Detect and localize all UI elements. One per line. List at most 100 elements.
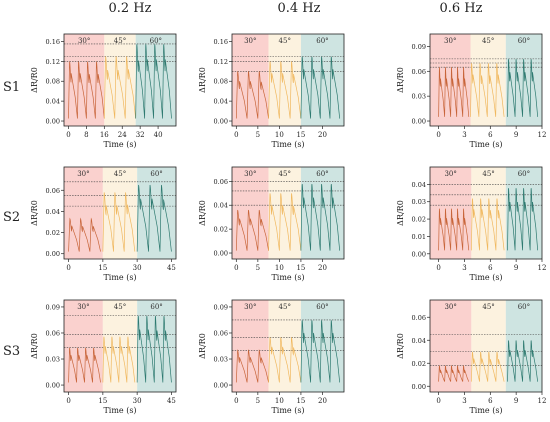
region-label: 60° (518, 37, 530, 45)
region-label: 45° (114, 303, 126, 311)
region-band (137, 167, 176, 259)
region-band (268, 167, 301, 259)
series-line (235, 71, 269, 119)
y-tick-label: 0.00 (412, 118, 426, 126)
region-label: 45° (279, 170, 291, 178)
y-tick-label: 0.04 (46, 98, 60, 106)
y-tick-label: 0.12 (46, 58, 60, 66)
y-axis-label: ΔR/R0 (396, 67, 405, 93)
region-band (268, 300, 301, 392)
region-label: 30° (244, 303, 256, 311)
region-band (300, 34, 344, 126)
region-label: 30° (444, 170, 456, 178)
y-tick-label: 0.09 (46, 303, 60, 311)
y-tick-label: 0.00 (46, 382, 60, 390)
y-axis-label: ΔR/R0 (396, 200, 405, 226)
region-label: 30° (444, 303, 456, 311)
series-line (507, 340, 539, 382)
y-tick-label: 0.02 (214, 226, 228, 234)
subplot: 30° 45° 60° 0 5 10 15 20 0.00 0.03 0.06 0.09 Time (s… (198, 299, 345, 415)
y-axis-label: ΔR/R0 (198, 333, 207, 359)
y-tick-label: 0.02 (412, 360, 426, 368)
column-header-0.4hz: 0.4 Hz (277, 1, 321, 16)
x-tick-label: 0 (234, 264, 238, 272)
x-tick-label: 5 (256, 397, 260, 405)
series-line (235, 349, 269, 383)
x-tick-label: 10 (275, 264, 284, 272)
subplot: 30° 45° 60° 0 5 10 15 20 0.00 0.02 0.04 0.06 Time (s… (198, 166, 345, 282)
x-axis-label: Time (s) (469, 273, 502, 282)
y-tick-label: 0.16 (46, 38, 60, 46)
region-band (300, 167, 344, 259)
y-tick-label: 0.01 (412, 233, 426, 241)
row-label-s3: S3 (3, 344, 21, 359)
subplot: 30° 45° 60° 0 15 30 45 0.00 0.03 0.06 0.09 Time (s)… (30, 299, 177, 415)
x-tick-label: 15 (296, 131, 305, 139)
region-label: 45° (482, 170, 494, 178)
y-tick-label: 0.08 (214, 78, 228, 86)
y-tick-label: 0.00 (214, 382, 228, 390)
x-tick-label: 15 (98, 397, 107, 405)
series-line (470, 63, 505, 117)
subplot: 30° 45° 60° 0 3 6 9 12 0.00 0.01 0.02 0.03 0.04 Time … (396, 166, 546, 282)
x-tick-label: 5 (256, 131, 260, 139)
series-line (507, 59, 539, 117)
y-tick-label: 0.09 (214, 303, 228, 311)
x-axis-label: Time (s) (271, 273, 304, 282)
x-tick-label: 20 (318, 397, 327, 405)
x-tick-label: 12 (538, 397, 547, 405)
x-tick-label: 0 (436, 264, 440, 272)
y-tick-label: 0.04 (412, 337, 426, 345)
x-tick-label: 30 (133, 264, 142, 272)
series-line (268, 61, 302, 119)
x-tick-label: 9 (514, 264, 518, 272)
plot-frame (231, 166, 345, 260)
region-label: 60° (316, 170, 328, 178)
region-label: 60° (150, 170, 162, 178)
y-tick-label: 0.09 (412, 43, 426, 51)
x-tick-label: 6 (488, 264, 493, 272)
plot-frame (63, 299, 177, 393)
region-band (505, 34, 542, 126)
subplot: 30° 45° 60° 0 8 16 24 32 40 0.00 0.04 0.08 0.12 0.16 T… (30, 33, 177, 149)
y-axis-label: ΔR/R0 (198, 67, 207, 93)
series-line (102, 336, 136, 383)
region-band (64, 300, 103, 392)
plot-frame (429, 299, 543, 393)
x-tick-label: 20 (318, 264, 327, 272)
y-tick-label: 0.12 (214, 58, 228, 66)
region-label: 30° (244, 170, 256, 178)
region-band (268, 34, 301, 126)
region-band (64, 167, 103, 259)
x-tick-label: 0 (436, 397, 440, 405)
x-tick-label: 3 (462, 131, 466, 139)
y-tick-label: 0.03 (46, 356, 60, 364)
plot-frame (63, 33, 177, 127)
region-label: 60° (150, 303, 162, 311)
x-tick-label: 0 (234, 131, 238, 139)
x-tick-label: 9 (514, 131, 518, 139)
y-tick-label: 0.04 (412, 181, 426, 189)
series-line (300, 320, 341, 383)
x-tick-label: 15 (296, 397, 305, 405)
y-axis-label: ΔR/R0 (198, 200, 207, 226)
region-label: 45° (114, 170, 126, 178)
y-tick-label: 0.06 (46, 187, 60, 195)
series-line (471, 351, 505, 382)
x-tick-label: 10 (275, 131, 284, 139)
series-line (68, 61, 105, 119)
series-line (438, 208, 470, 251)
subplot: 30° 45° 60° 0 5 10 15 20 0.00 0.04 0.08 0.12 0.16 Tim… (198, 33, 345, 149)
y-tick-label: 0.06 (214, 329, 228, 337)
x-tick-label: 3 (462, 397, 466, 405)
y-tick-label: 0.06 (214, 178, 228, 186)
x-tick-label: 30 (133, 397, 142, 405)
x-axis-label: Time (s) (103, 140, 136, 149)
x-tick-label: 8 (84, 131, 88, 139)
column-header-0.2hz: 0.2 Hz (108, 1, 152, 16)
y-tick-label: 0.02 (46, 229, 60, 237)
row-label-s2: S2 (3, 210, 21, 225)
series-line (103, 56, 137, 119)
y-tick-label: 0.16 (214, 38, 228, 46)
